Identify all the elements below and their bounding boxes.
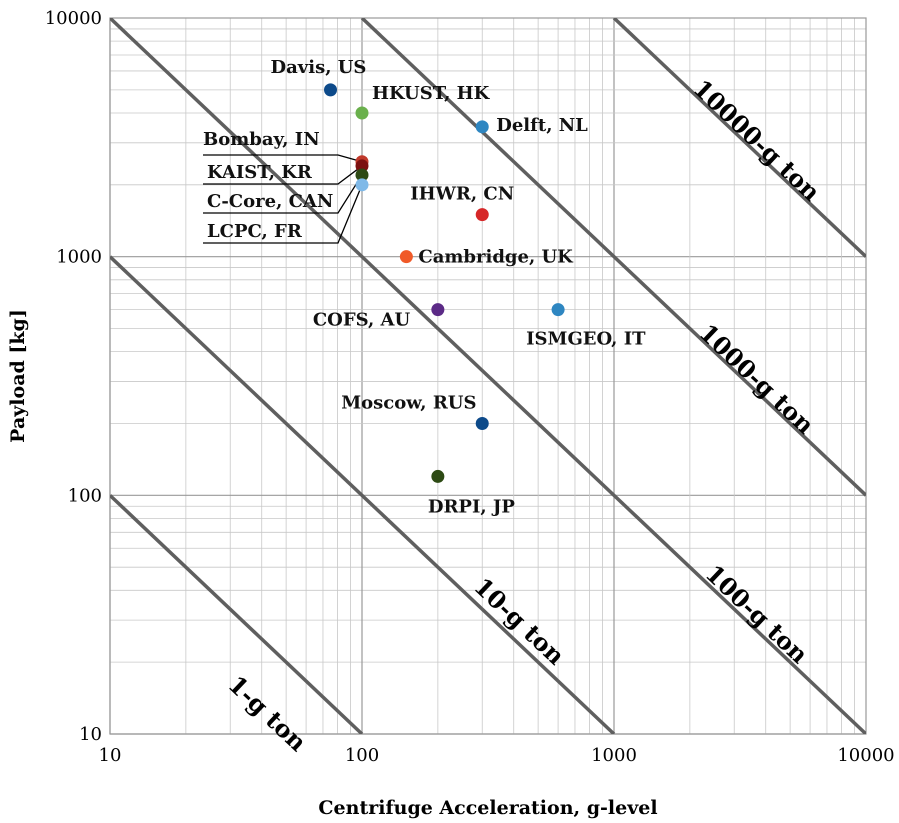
data-point — [355, 168, 369, 182]
point-label: IHWR, CN — [410, 184, 514, 205]
point-label: COFS, AU — [313, 310, 411, 331]
data-points — [324, 83, 565, 483]
x-tick-label: 100 — [345, 745, 379, 766]
point-label: Cambridge, UK — [418, 247, 574, 268]
data-point — [551, 303, 565, 317]
leader-line — [203, 154, 363, 163]
point-labels: Bombay, IN KAIST, KR C-Core, CAN LCPC, FR Da… — [203, 57, 646, 518]
reference-lines — [110, 18, 866, 734]
x-tick-label: 10 — [99, 745, 122, 766]
data-point — [355, 178, 369, 192]
x-tick-label: 1000 — [591, 745, 637, 766]
point-label: DRPI, JP — [428, 496, 516, 517]
point-label: Bombay, IN — [203, 129, 320, 150]
point-label: Moscow, RUS — [341, 392, 476, 413]
reference-line-1-g-ton — [110, 494, 364, 734]
y-axis-title: Payload [kg] — [7, 309, 29, 443]
leader-line — [203, 165, 363, 185]
tick-labels: 10 100 1000 10000 10 100 1000 10000 — [45, 8, 895, 766]
x-axis-title: Centrifuge Acceleration, g-level — [318, 797, 657, 819]
reference-line-100-g-ton — [110, 18, 866, 734]
x-tick-label: 10000 — [837, 745, 894, 766]
point-label: Davis, US — [271, 57, 367, 78]
data-point — [475, 120, 489, 134]
plot-border — [109, 17, 867, 735]
reference-line-10-g-ton — [110, 255, 616, 734]
leader-line — [203, 174, 363, 214]
point-label: KAIST, KR — [207, 162, 313, 183]
data-point — [431, 469, 445, 483]
point-label: Delft, NL — [496, 115, 588, 136]
data-point — [475, 416, 489, 430]
data-point — [355, 106, 369, 120]
point-label: ISMGEO, IT — [526, 329, 646, 350]
reference-line-1000-g-ton — [360, 18, 866, 497]
y-tick-label: 100 — [68, 485, 102, 506]
y-tick-label: 1000 — [56, 247, 102, 268]
point-label: LCPC, FR — [207, 221, 303, 242]
leader-lines — [203, 154, 363, 244]
data-point — [431, 303, 445, 317]
point-label: C-Core, CAN — [207, 191, 333, 212]
y-tick-label: 10 — [79, 724, 102, 745]
leader-line — [203, 184, 363, 244]
data-point — [475, 208, 489, 222]
point-label: HKUST, HK — [372, 83, 491, 104]
data-point — [399, 250, 413, 264]
data-point — [355, 159, 369, 173]
y-tick-label: 10000 — [45, 8, 102, 29]
data-point — [324, 83, 338, 97]
reference-line-10000-g-ton — [612, 18, 866, 258]
